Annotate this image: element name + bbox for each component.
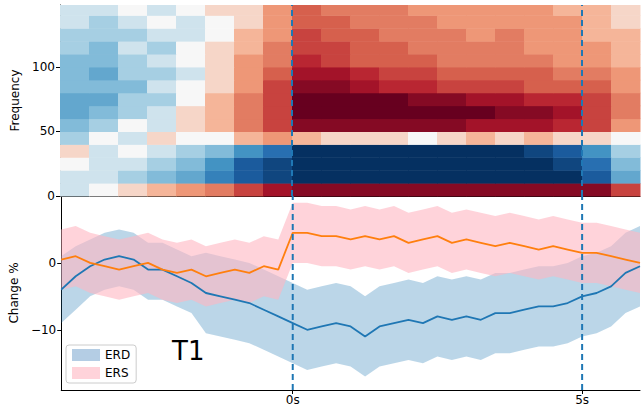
svg-text:100: 100 [32, 60, 55, 74]
svg-text:Change %: Change % [7, 262, 21, 323]
svg-text:50: 50 [40, 124, 55, 138]
svg-text:Frequency: Frequency [8, 70, 22, 132]
svg-text:ERD: ERD [105, 348, 130, 362]
svg-text:ERS: ERS [105, 366, 129, 380]
svg-text:5s: 5s [575, 393, 589, 407]
svg-text:−10: −10 [31, 323, 56, 337]
svg-text:0: 0 [47, 189, 55, 203]
svg-text:0: 0 [49, 256, 57, 270]
svg-text:T1: T1 [171, 336, 204, 366]
svg-text:0s: 0s [286, 393, 300, 407]
